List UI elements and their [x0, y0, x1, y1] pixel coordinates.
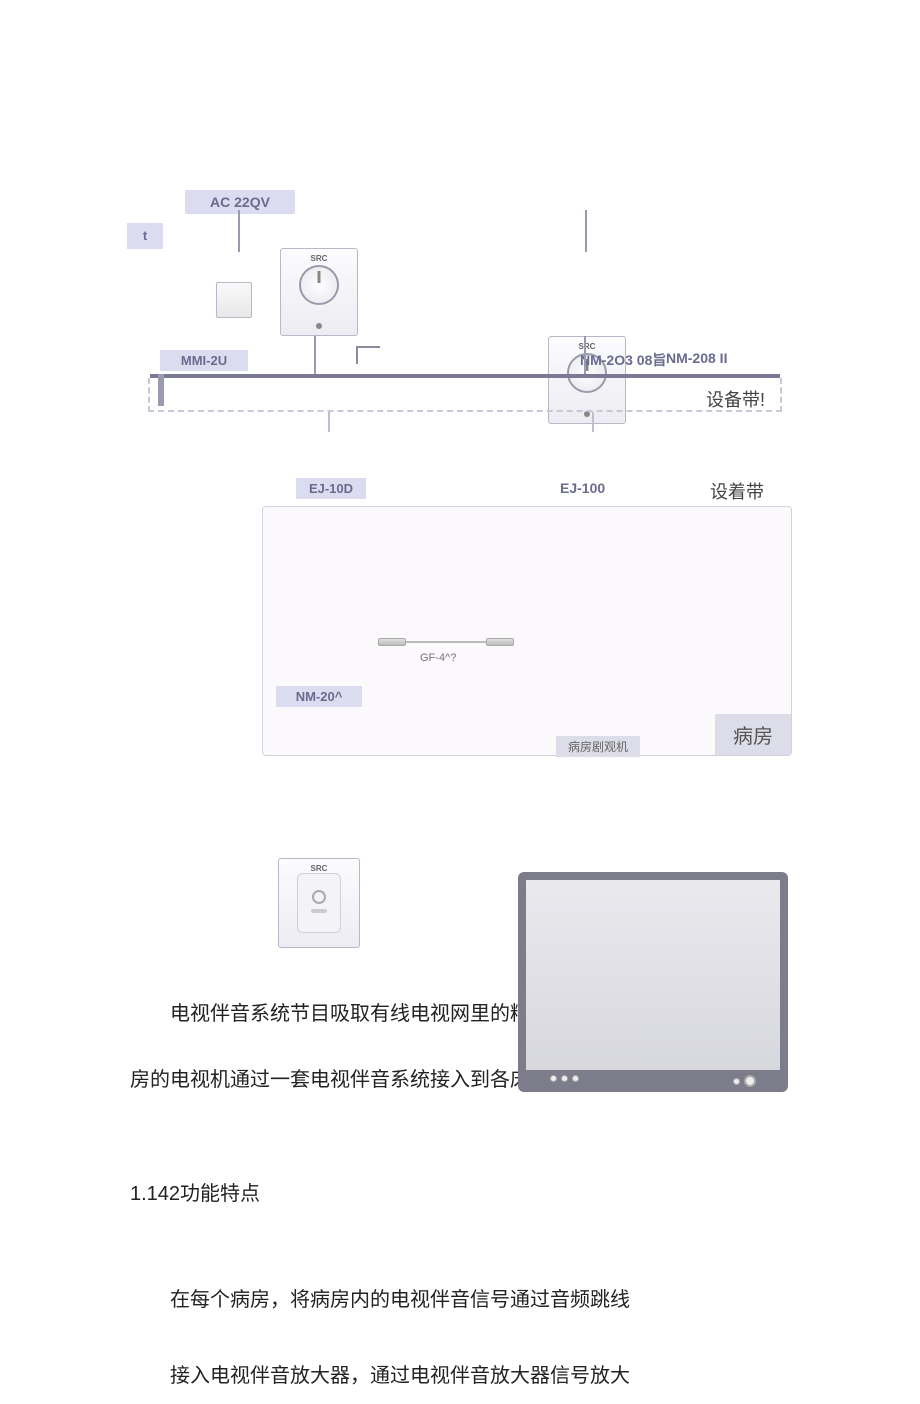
dashed-enclosure	[148, 378, 782, 412]
cable-end-icon	[378, 638, 406, 646]
label-belt-2: 设着带	[710, 478, 764, 504]
ac-voltage-label: AC 22QV	[185, 190, 295, 214]
brand-label: SRC	[311, 254, 328, 263]
label-mmi-2u: MMI-2U	[160, 350, 248, 371]
tv-buttons	[526, 1075, 780, 1087]
wire	[592, 412, 594, 432]
led-icon	[316, 323, 322, 329]
room-container: 病房	[262, 506, 792, 756]
slot-icon	[311, 909, 327, 913]
nm20-panel: SRC	[278, 858, 360, 948]
wire	[328, 412, 330, 432]
tv-icon	[518, 872, 788, 1092]
nm20-inner	[297, 873, 341, 933]
wire	[585, 210, 587, 252]
cable-wire	[406, 641, 486, 643]
system-diagram: AC 22QV t SRC SRC MMI-2U NM-2O3 08旨 NM-2…	[0, 190, 920, 950]
section-heading: 1.142功能特点	[130, 1166, 790, 1222]
speaker-panel-1: SRC	[280, 248, 358, 336]
tv-caption: 病房剧观机	[556, 736, 640, 757]
wire	[584, 336, 586, 374]
label-nm208a: NM-2O3 08旨	[580, 350, 666, 370]
cable-end-icon	[486, 638, 514, 646]
room-label: 病房	[715, 714, 791, 755]
bracket-icon	[356, 346, 380, 364]
t-label: t	[127, 223, 163, 249]
wire	[238, 210, 240, 252]
label-ej10d: EJ-10D	[296, 478, 366, 499]
paragraph-2b: 接入电视伴音放大器，通过电视伴音放大器信号放大	[130, 1348, 790, 1404]
label-gf4: GF-4^?	[420, 652, 456, 664]
label-ej100: EJ-100	[560, 480, 605, 496]
gf4-cable	[378, 638, 514, 646]
paragraph-2a: 在每个病房，将病房内的电视伴音信号通过音频跳线	[130, 1272, 790, 1328]
port-icon	[312, 890, 326, 904]
wire	[314, 336, 316, 374]
small-device-icon	[216, 282, 252, 318]
brand-label: SRC	[311, 864, 328, 873]
label-nm208b: NM-208 II	[666, 350, 727, 366]
label-nm20: NM-20^	[276, 686, 362, 707]
knob-icon	[299, 265, 339, 305]
